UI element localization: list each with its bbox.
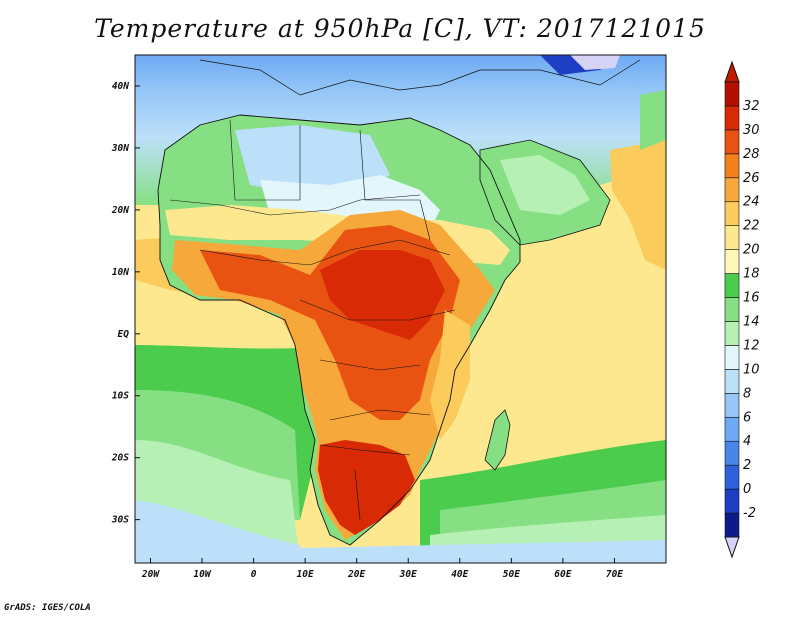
colorbar-level-label: 16 <box>743 291 760 306</box>
south-cyan <box>300 540 666 563</box>
grads-credit: GrADS: IGES/COLA <box>4 603 91 613</box>
lon-label: 40E <box>451 569 468 580</box>
lon-label: 0 <box>251 569 257 580</box>
colorbar-level-label: 22 <box>743 219 760 234</box>
arabia-pale <box>500 155 590 215</box>
india-warm <box>610 140 666 270</box>
polar-lilac-patch <box>570 55 620 70</box>
colorbar-swatch <box>724 177 740 203</box>
south-africa-hot <box>318 440 415 535</box>
colorbar-swatch <box>724 105 740 131</box>
lat-label: 20S <box>111 453 129 464</box>
lon-label: 30E <box>399 569 417 580</box>
lon-label: 60E <box>554 569 571 580</box>
colorbar-level-label: -2 <box>743 506 756 521</box>
colorbar-swatch <box>724 225 740 250</box>
lat-label: 10S <box>112 391 129 402</box>
lon-label: 70E <box>606 569 623 580</box>
lat-label: 20N <box>111 205 129 216</box>
colorbar-swatch <box>724 153 740 179</box>
colorbar-level-label: 12 <box>743 338 760 353</box>
colorbar-swatch <box>724 273 740 298</box>
colorbar-swatch <box>724 81 740 107</box>
lon-label: 20E <box>347 569 365 580</box>
longitude-labels: 20W 10W 0 10E 20E 30E 40E 50E 60E 70E <box>141 558 623 580</box>
map-frame <box>134 54 667 564</box>
colorbar-swatch <box>724 488 740 514</box>
africa-coastline <box>157 114 521 546</box>
colorbar-level-label: 4 <box>743 434 751 449</box>
country-borders <box>169 119 456 521</box>
lat-label: 30S <box>111 515 129 526</box>
colorbar-swatch <box>724 440 740 466</box>
lat-label: 10N <box>112 267 129 278</box>
colorbar-level-label: 28 <box>743 147 760 162</box>
hot-core-darkred <box>320 250 445 340</box>
lon-label: 50E <box>503 569 520 580</box>
colorbar-swatch <box>724 369 740 394</box>
colorbar-level-label: 14 <box>743 314 760 329</box>
colorbar-swatch <box>724 464 740 490</box>
lon-label: 20W <box>141 569 160 580</box>
colorbar-level-label: 2 <box>743 458 751 473</box>
colorbar-level-label: 8 <box>743 386 751 401</box>
colorbar-level-label: 6 <box>743 410 751 425</box>
colorbar-level-label: 18 <box>743 267 760 282</box>
colorbar-level-label: 24 <box>743 195 760 210</box>
lat-label: 30N <box>111 143 129 154</box>
colorbar-under-arrow <box>724 536 740 559</box>
colorbar-swatch <box>724 512 740 538</box>
colorbar-swatch <box>724 129 740 155</box>
lon-label: 10W <box>193 569 211 580</box>
colorbar-swatch <box>724 201 740 226</box>
colorbar-swatch <box>724 297 740 322</box>
colorbar-level-label: 32 <box>743 99 760 114</box>
lon-label: 10E <box>297 569 314 580</box>
colorbar-level-label: 26 <box>743 171 760 186</box>
madagascar <box>484 409 511 471</box>
latitude-labels: 40N 30N 20N 10N EQ 10S 20S 30S <box>111 81 140 526</box>
colorbar-swatch <box>724 393 740 418</box>
map-field <box>135 55 666 563</box>
colorbar-swatch <box>724 345 740 370</box>
south-atlantic-cyan <box>135 500 300 563</box>
lat-label: 40N <box>112 81 129 92</box>
india-green <box>640 90 666 150</box>
colorbar-level-label: 0 <box>743 482 751 497</box>
chart-title: Temperature at 950hPa [C], VT: 201712101… <box>94 14 706 43</box>
east-africa-yellow <box>430 310 470 440</box>
colorbar-over-arrow <box>724 60 740 83</box>
lat-label: EQ <box>118 329 130 340</box>
colorbar-swatch <box>724 249 740 274</box>
colorbar-level-label: 20 <box>743 243 760 258</box>
colorbar-swatch <box>724 416 740 442</box>
colorbar-swatch <box>724 321 740 346</box>
colorbar-level-label: 30 <box>743 123 760 138</box>
colorbar-level-label: 10 <box>743 362 760 377</box>
europe-coastline <box>199 59 641 96</box>
